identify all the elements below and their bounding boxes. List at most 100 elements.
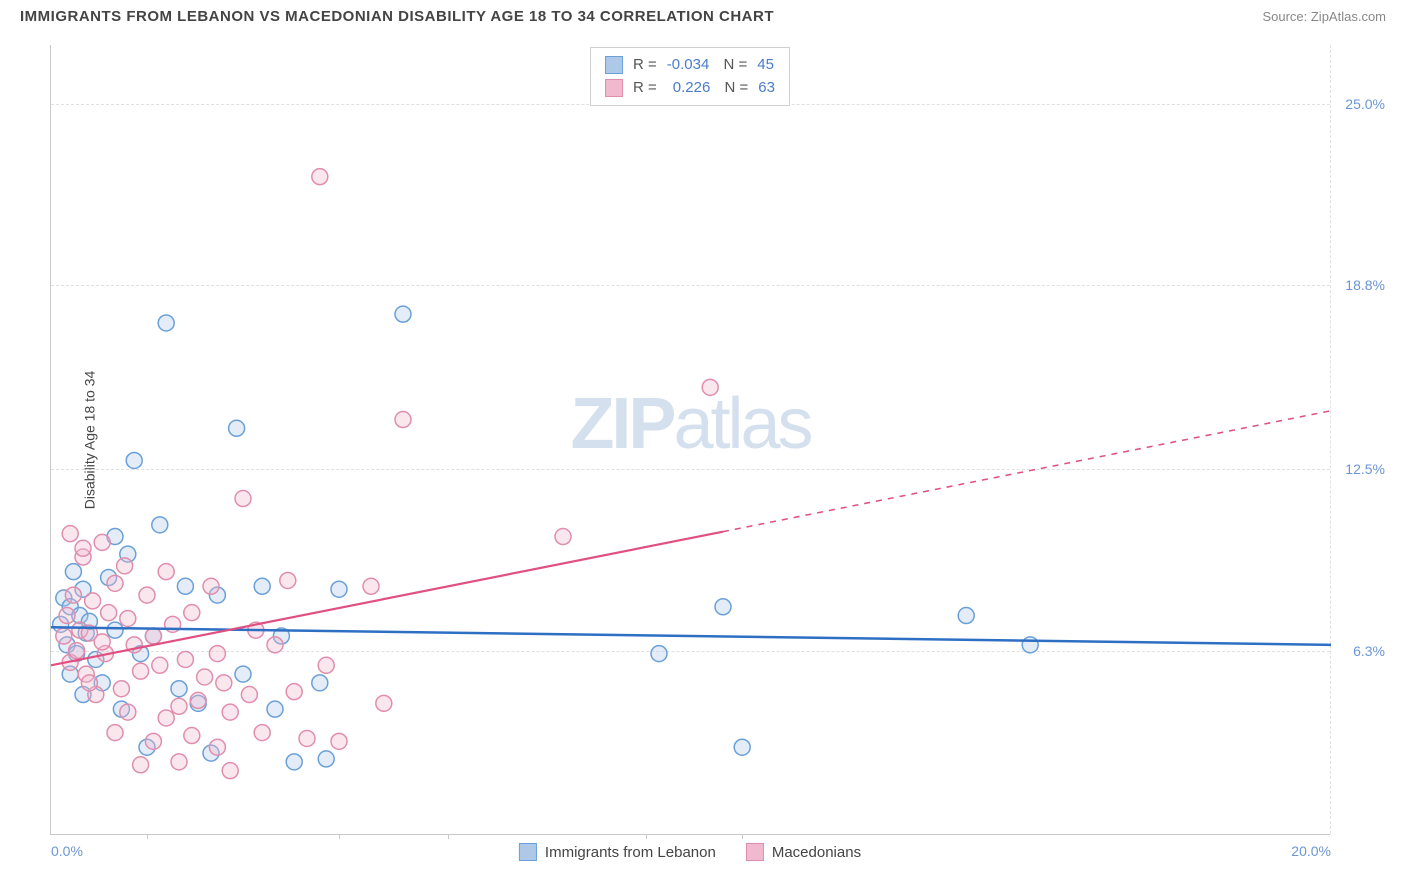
data-point — [312, 169, 328, 185]
grid-line-v — [1330, 45, 1331, 834]
legend-swatch-macedonian — [605, 79, 623, 97]
data-point — [139, 587, 155, 603]
data-point — [120, 610, 136, 626]
data-point — [286, 754, 302, 770]
x-minor-tick — [646, 834, 647, 839]
data-point — [299, 730, 315, 746]
chart-title: IMMIGRANTS FROM LEBANON VS MACEDONIAN DI… — [20, 8, 774, 25]
x-tick-label: 0.0% — [51, 843, 83, 859]
data-point — [254, 725, 270, 741]
data-point — [101, 605, 117, 621]
legend-n-label-1: N = — [719, 54, 747, 77]
data-point — [216, 675, 232, 691]
data-point — [235, 666, 251, 682]
data-point — [117, 558, 133, 574]
data-point — [331, 581, 347, 597]
y-tick-label: 12.5% — [1345, 461, 1385, 477]
data-point — [222, 763, 238, 779]
data-point — [177, 651, 193, 667]
data-point — [222, 704, 238, 720]
data-point — [152, 657, 168, 673]
y-tick-label: 6.3% — [1353, 643, 1385, 659]
data-point — [267, 701, 283, 717]
legend-n-label-2: N = — [720, 77, 748, 100]
data-point — [958, 608, 974, 624]
data-point — [56, 628, 72, 644]
y-tick-label: 25.0% — [1345, 96, 1385, 112]
legend-bottom: Immigrants from Lebanon Macedonians — [519, 843, 861, 861]
data-point — [120, 704, 136, 720]
data-point — [171, 698, 187, 714]
data-point — [190, 692, 206, 708]
data-point — [229, 420, 245, 436]
x-tick-label: 20.0% — [1291, 843, 1331, 859]
data-point — [65, 564, 81, 580]
legend-row-1: R = -0.034 N = 45 — [605, 54, 775, 77]
data-point — [318, 657, 334, 673]
plot-container: Disability Age 18 to 34 ZIPatlas 6.3%12.… — [50, 45, 1330, 835]
data-point — [158, 564, 174, 580]
x-minor-tick — [339, 834, 340, 839]
data-point — [152, 517, 168, 533]
data-point — [85, 593, 101, 609]
legend-r-value-2: 0.226 — [667, 77, 711, 100]
legend-label-lebanon: Immigrants from Lebanon — [545, 844, 716, 861]
data-point — [395, 412, 411, 428]
legend-bottom-lebanon: Immigrants from Lebanon — [519, 843, 716, 861]
data-point — [113, 681, 129, 697]
data-point — [184, 605, 200, 621]
data-point — [363, 578, 379, 594]
data-point — [715, 599, 731, 615]
data-point — [133, 757, 149, 773]
data-point — [145, 628, 161, 644]
data-point — [158, 710, 174, 726]
legend-row-2: R = 0.226 N = 63 — [605, 77, 775, 100]
regression-line-dashed — [723, 411, 1331, 532]
y-tick-label: 18.8% — [1345, 277, 1385, 293]
data-point — [126, 452, 142, 468]
data-point — [94, 634, 110, 650]
legend-swatch-lebanon-b — [519, 843, 537, 861]
legend-n-value-2: 63 — [758, 77, 775, 100]
data-point — [209, 739, 225, 755]
regression-line — [51, 627, 1331, 645]
legend-r-label-1: R = — [633, 54, 657, 77]
data-point — [286, 684, 302, 700]
data-point — [59, 608, 75, 624]
plot-svg — [51, 45, 1330, 834]
data-point — [107, 622, 123, 638]
data-point — [171, 754, 187, 770]
data-point — [331, 733, 347, 749]
legend-n-value-1: 45 — [757, 54, 774, 77]
title-bar: IMMIGRANTS FROM LEBANON VS MACEDONIAN DI… — [0, 0, 1406, 37]
plot-area: ZIPatlas 6.3%12.5%18.8%25.0%0.0%20.0% — [50, 45, 1330, 835]
legend-swatch-lebanon — [605, 56, 623, 74]
data-point — [107, 575, 123, 591]
data-point — [184, 728, 200, 744]
data-point — [702, 379, 718, 395]
x-minor-tick — [147, 834, 148, 839]
data-point — [734, 739, 750, 755]
data-point — [171, 681, 187, 697]
source-label: Source: ZipAtlas.com — [1262, 9, 1386, 24]
data-point — [267, 637, 283, 653]
data-point — [254, 578, 270, 594]
data-point — [318, 751, 334, 767]
data-point — [94, 534, 110, 550]
data-point — [133, 663, 149, 679]
data-point — [62, 526, 78, 542]
data-point — [81, 675, 97, 691]
legend-r-value-1: -0.034 — [667, 54, 710, 77]
data-point — [555, 529, 571, 545]
legend-bottom-macedonian: Macedonians — [746, 843, 861, 861]
data-point — [158, 315, 174, 331]
legend-top: R = -0.034 N = 45 R = 0.226 N = 63 — [590, 47, 790, 106]
data-point — [376, 695, 392, 711]
data-point — [235, 491, 251, 507]
data-point — [312, 675, 328, 691]
x-minor-tick — [742, 834, 743, 839]
data-point — [107, 725, 123, 741]
x-minor-tick — [448, 834, 449, 839]
data-point — [241, 687, 257, 703]
legend-swatch-macedonian-b — [746, 843, 764, 861]
